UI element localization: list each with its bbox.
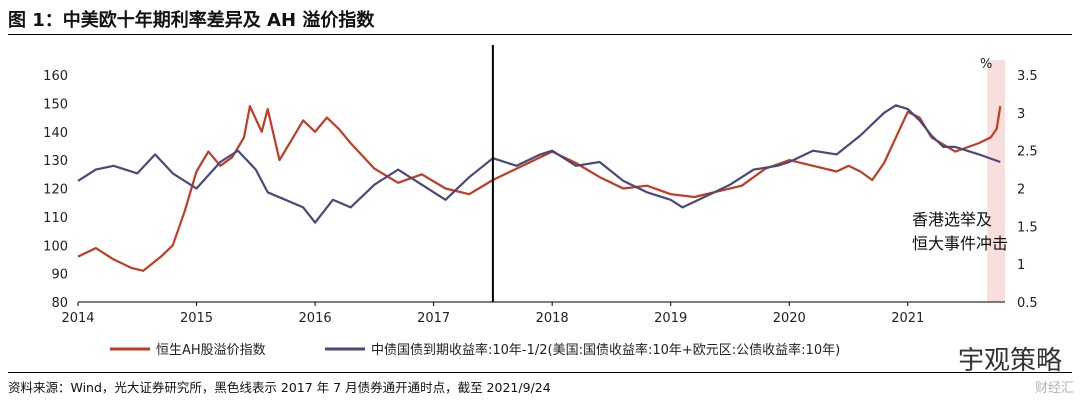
shaded-region — [987, 60, 1005, 302]
y-left-tick-label: 80 — [51, 296, 68, 311]
y-right-tick-label: 3 — [1017, 107, 1025, 122]
x-tick-label: 2021 — [891, 311, 924, 326]
y-left-tick-label: 140 — [43, 126, 68, 141]
y-right-tick-label: 2.5 — [1017, 145, 1038, 160]
annotation-text: 香港选举及 — [912, 210, 992, 229]
wechat-logo-text: 宇观策略 — [957, 346, 1062, 376]
x-tick-label: 2015 — [180, 311, 213, 326]
series-line-yield-spread — [77, 104, 1001, 224]
y-left-tick-label: 130 — [43, 154, 68, 169]
y-left-tick-label: 150 — [43, 97, 68, 112]
y-left-tick-label: 120 — [43, 183, 68, 198]
y-right-unit-label: % — [980, 57, 992, 72]
y-right-tick-label: 1 — [1017, 258, 1025, 273]
y-left-tick-label: 110 — [43, 211, 68, 226]
x-tick-label: 2016 — [299, 311, 332, 326]
series-line-ah-premium — [77, 105, 1002, 272]
y-right-tick-label: 0.5 — [1017, 296, 1038, 311]
legend-label-yield-spread: 中债国债到期收益率:10年-1/2(美国:国债收益率:10年+欧元区:公债收益率… — [371, 342, 840, 358]
y-right-tick-label: 3.5 — [1017, 69, 1038, 84]
y-right-tick-label: 1.5 — [1017, 220, 1038, 235]
y-left-tick-label: 100 — [43, 239, 68, 254]
x-tick-label: 2020 — [773, 311, 806, 326]
x-tick-label: 2017 — [417, 311, 450, 326]
annotation-text: 恒大事件冲击 — [912, 234, 1008, 253]
x-tick-label: 2019 — [654, 311, 687, 326]
chart-title: 图 1：中美欧十年期利率差异及 AH 溢价指数 — [8, 10, 375, 31]
y-left-tick-label: 90 — [51, 268, 68, 283]
watermark: 财经汇 — [1034, 381, 1074, 396]
source-rule — [8, 372, 1072, 373]
y-left-tick-label: 160 — [43, 69, 68, 84]
x-tick-label: 2014 — [61, 311, 94, 326]
source-note: 资料来源：Wind，光大证券研究所，黑色线表示 2017 年 7 月债券通开通时… — [8, 380, 551, 395]
y-right-tick-label: 2 — [1017, 183, 1025, 198]
title-rule — [8, 34, 1072, 35]
x-tick-label: 2018 — [536, 311, 569, 326]
legend-label-ah-premium: 恒生AH股溢价指数 — [156, 343, 266, 358]
